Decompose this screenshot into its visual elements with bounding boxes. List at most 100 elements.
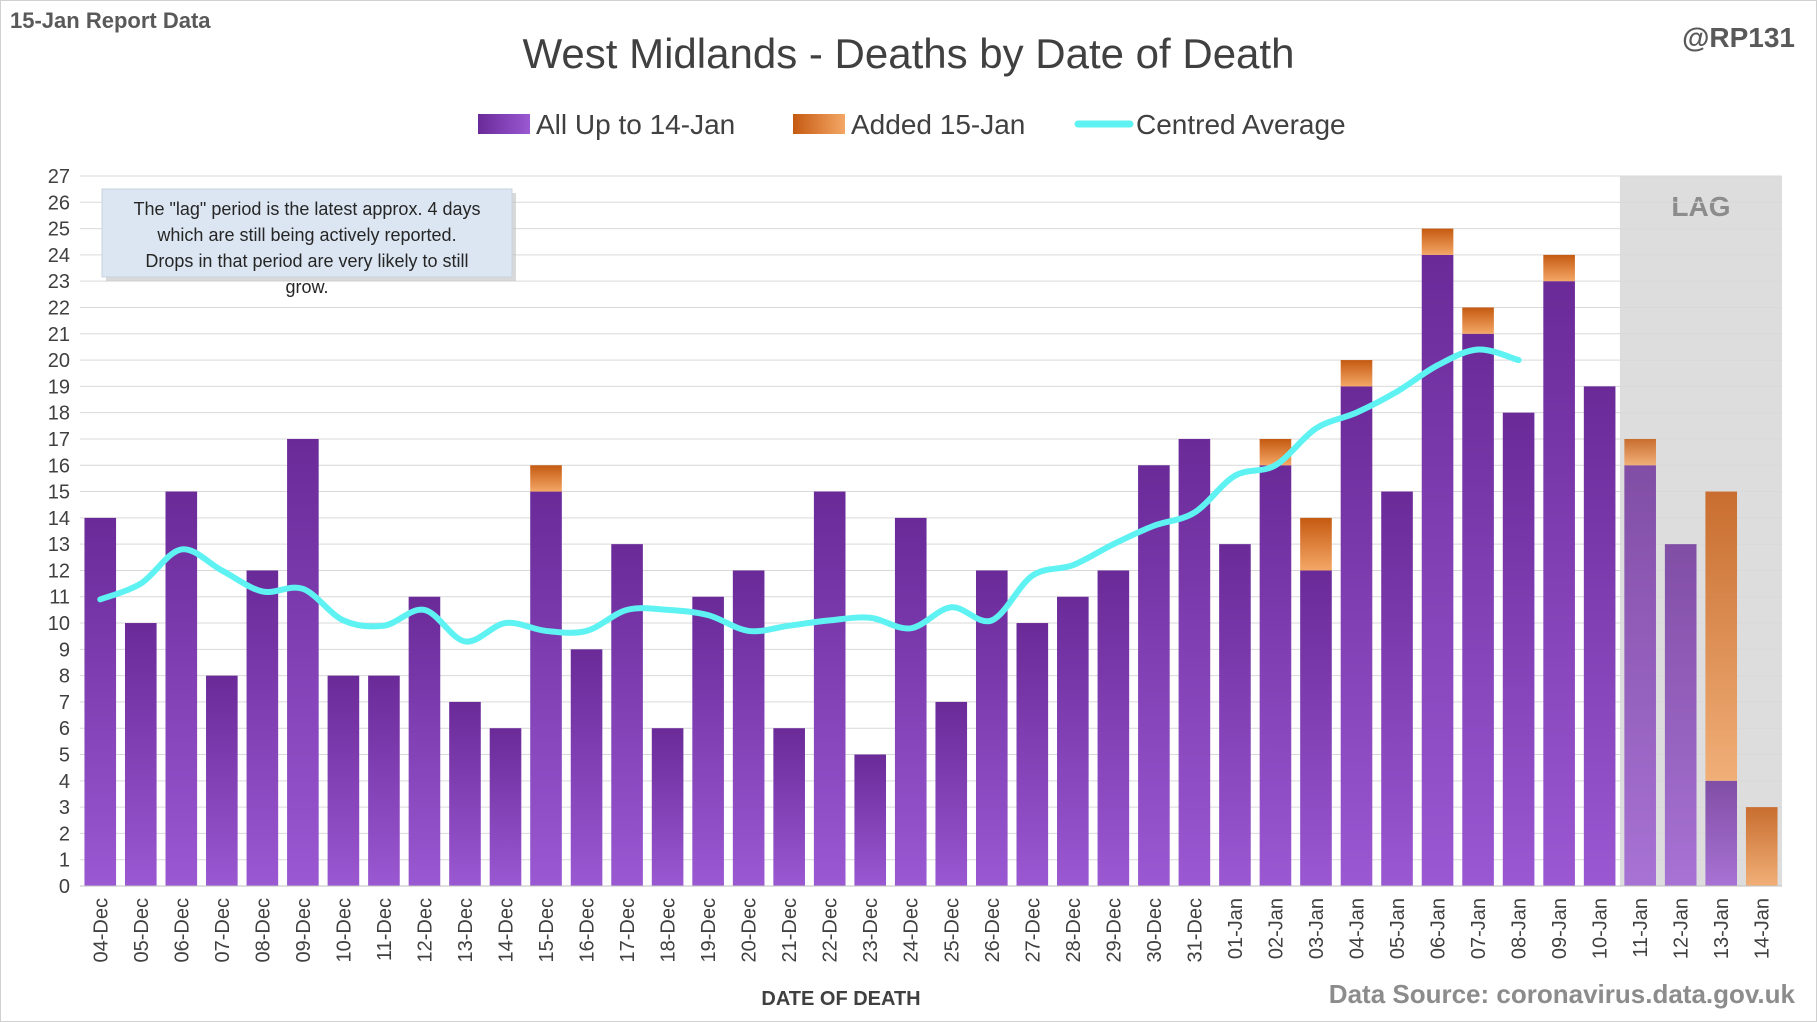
y-tick-label: 20 [48, 350, 70, 372]
x-tick-label: 16-Dec [577, 898, 599, 962]
y-tick-label: 5 [59, 745, 70, 767]
bar-added-15-jan [1462, 307, 1494, 334]
bar-added-15-jan [1259, 438, 1292, 466]
x-tick-label: 28-Dec [1063, 898, 1085, 962]
bar-all-up-to-14-jan [449, 701, 481, 886]
bar-all-up-to-14-jan [246, 570, 279, 886]
author-handle: @RP131 [1682, 22, 1795, 53]
x-tick-label: 05-Dec [131, 898, 153, 962]
annotation-text-line: which are still being actively reported. [156, 225, 456, 245]
x-tick-label: 26-Dec [982, 898, 1004, 962]
x-tick-label: 21-Dec [779, 898, 801, 962]
x-tick-label: 04-Dec [90, 898, 112, 962]
y-tick-label: 18 [48, 403, 70, 425]
x-tick-label: 22-Dec [820, 898, 842, 962]
bar-all-up-to-14-jan [1543, 281, 1575, 886]
y-tick-label: 11 [49, 587, 70, 609]
bar-added-15-jan [1543, 254, 1575, 282]
x-tick-label: 10-Jan [1590, 898, 1612, 959]
bar-all-up-to-14-jan [611, 544, 643, 886]
x-tick-label: 15-Dec [536, 898, 558, 962]
bar-all-up-to-14-jan [651, 728, 684, 886]
x-tick-label: 03-Jan [1306, 898, 1328, 959]
bar-all-up-to-14-jan [1300, 570, 1332, 886]
x-tick-label: 11-Jan [1630, 898, 1652, 958]
bar-all-up-to-14-jan [570, 649, 603, 886]
y-tick-label: 21 [48, 324, 70, 346]
bar-all-up-to-14-jan [1097, 570, 1130, 886]
bar-all-up-to-14-jan [489, 728, 522, 886]
bar-all-up-to-14-jan [854, 754, 887, 886]
x-axis-title: DATE OF DEATH [761, 988, 920, 1010]
report-label: 15-Jan Report Data [10, 8, 211, 33]
x-tick-label: 13-Dec [455, 898, 477, 962]
y-tick-label: 16 [48, 455, 70, 477]
lag-label: LAG [1671, 191, 1730, 222]
bar-all-up-to-14-jan [1705, 780, 1738, 886]
x-tick-label: 08-Jan [1509, 898, 1531, 959]
y-tick-label: 19 [48, 376, 70, 398]
x-tick-label: 07-Dec [212, 898, 234, 962]
legend-swatch-all-up-to-14-jan [478, 114, 530, 134]
x-tick-label: 08-Dec [252, 898, 274, 962]
bar-all-up-to-14-jan [84, 517, 117, 886]
bar-added-15-jan [530, 465, 562, 492]
x-tick-label: 17-Dec [617, 898, 639, 962]
x-tick-label: 20-Dec [739, 898, 761, 962]
y-tick-label: 24 [48, 245, 70, 267]
y-tick-label: 9 [59, 639, 70, 661]
bar-all-up-to-14-jan [206, 675, 238, 886]
y-tick-label: 4 [59, 771, 70, 793]
bar-added-15-jan [1745, 807, 1778, 886]
bar-all-up-to-14-jan [813, 491, 846, 886]
x-tick-label: 06-Dec [171, 898, 193, 962]
bar-all-up-to-14-jan [1259, 465, 1292, 886]
x-tick-label: 24-Dec [901, 898, 923, 962]
x-tick-label: 23-Dec [860, 898, 882, 962]
x-tick-label: 18-Dec [658, 898, 680, 962]
x-tick-label: 13-Jan [1711, 898, 1733, 959]
bar-all-up-to-14-jan [1624, 465, 1656, 886]
bar-all-up-to-14-jan [327, 675, 360, 886]
bar-all-up-to-14-jan [1381, 491, 1413, 886]
annotation-box [101, 188, 513, 278]
x-tick-label: 07-Jan [1468, 898, 1490, 959]
legend-label-all-up-to-14-jan: All Up to 14-Jan [536, 109, 735, 140]
bar-all-up-to-14-jan [530, 491, 562, 886]
y-tick-label: 13 [48, 534, 70, 556]
bar-all-up-to-14-jan [1057, 596, 1089, 886]
bar-added-15-jan [1421, 228, 1454, 255]
bar-all-up-to-14-jan [773, 728, 805, 886]
data-source: Data Source: coronavirus.data.gov.uk [1328, 979, 1795, 1009]
x-tick-label: 14-Dec [496, 898, 518, 962]
y-tick-label: 14 [48, 508, 70, 530]
bar-all-up-to-14-jan [1138, 465, 1170, 886]
x-tick-label: 09-Jan [1549, 898, 1571, 959]
x-tick-label: 14-Jan [1752, 898, 1774, 959]
annotation-text-line: grow. [285, 277, 328, 297]
y-tick-label: 25 [48, 219, 70, 241]
y-tick-label: 10 [48, 613, 70, 635]
x-tick-label: 19-Dec [698, 898, 720, 962]
x-tick-label: 09-Dec [293, 898, 315, 962]
bar-all-up-to-14-jan [124, 623, 157, 886]
y-tick-label: 8 [59, 666, 70, 688]
chart-title: West Midlands - Deaths by Date of Death [522, 30, 1295, 77]
y-tick-label: 1 [59, 850, 70, 872]
bar-all-up-to-14-jan [1016, 623, 1049, 886]
x-tick-label: 27-Dec [1022, 898, 1044, 962]
bar-all-up-to-14-jan [1502, 412, 1535, 886]
x-tick-label: 02-Jan [1265, 898, 1287, 959]
y-tick-label: 0 [59, 876, 70, 898]
x-tick-label: 10-Dec [333, 898, 355, 962]
annotation-text-line: The "lag" period is the latest approx. 4… [134, 199, 481, 219]
bar-all-up-to-14-jan [894, 517, 927, 886]
bar-all-up-to-14-jan [732, 570, 765, 886]
y-tick-label: 26 [48, 192, 70, 214]
bar-added-15-jan [1340, 360, 1373, 387]
bar-all-up-to-14-jan [1583, 386, 1616, 886]
legend-label-added-15-jan: Added 15-Jan [851, 109, 1025, 140]
bar-all-up-to-14-jan [692, 596, 724, 886]
x-tick-label: 01-Jan [1225, 898, 1247, 959]
